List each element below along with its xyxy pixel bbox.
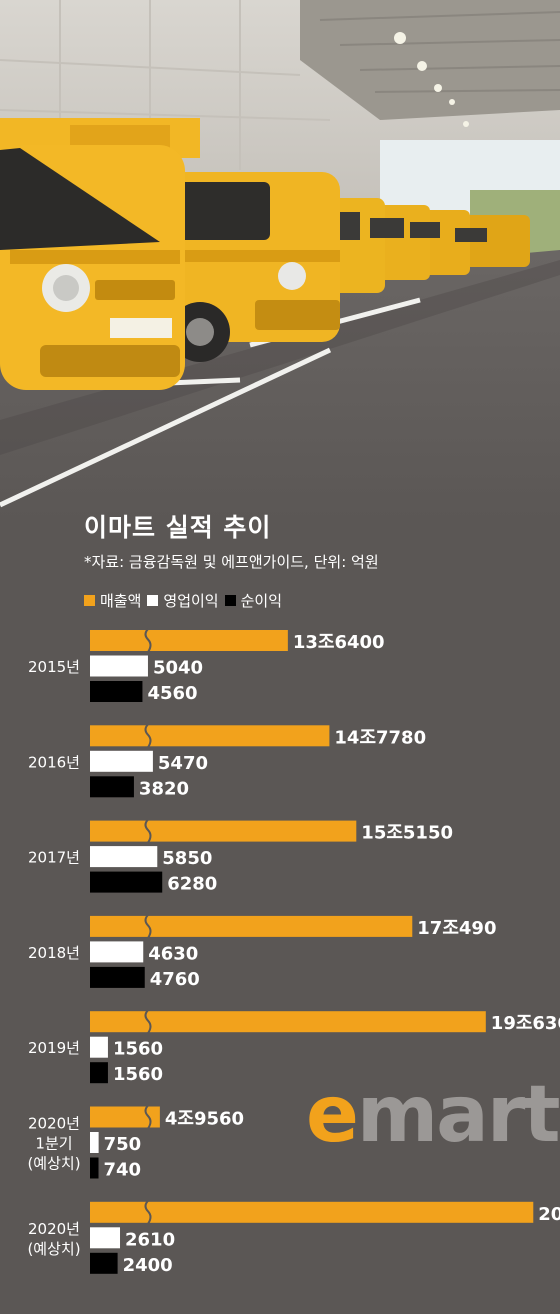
axis-break-mark [144, 818, 152, 844]
bar-net-income [90, 776, 134, 798]
legend-label-net-income: 순이익 [240, 592, 283, 610]
bar-operating-profit [90, 1036, 108, 1058]
bar-net-income [90, 681, 143, 702]
bar-operating-profit [90, 750, 153, 772]
axis-break-mark [144, 628, 152, 653]
legend-item-sales: 매출액 [84, 590, 141, 611]
axis-break-mark [144, 1009, 152, 1034]
emart-logo: emart [306, 1076, 560, 1154]
legend-swatch-sales [84, 595, 95, 606]
legend-item-operating-profit: 영업이익 [147, 590, 219, 611]
axis-break-mark [144, 1200, 152, 1225]
data-label-net-income: 4560 [147, 683, 197, 704]
data-label-net-income: 2400 [123, 1255, 173, 1276]
data-label-sales: 17조490 [417, 918, 496, 939]
legend-swatch-operating-profit [147, 595, 159, 606]
legend: 매출액 영업이익 순이익 [84, 590, 288, 611]
legend-swatch-net-income [224, 595, 236, 606]
bar-operating-profit [90, 846, 158, 868]
chart-title: 이마트 실적 추이 [84, 513, 272, 542]
axis-break-mark [144, 723, 152, 748]
logo-mart: mart [356, 1070, 560, 1160]
bar-operating-profit [90, 655, 148, 677]
data-label-operating-profit: 2610 [125, 1229, 175, 1250]
data-label-net-income: 740 [104, 1160, 142, 1181]
data-label-sales: 15조5150 [361, 823, 453, 844]
legend-item-net-income: 순이익 [224, 590, 283, 611]
category-label: 2017년 [28, 849, 80, 867]
data-label-net-income: 4760 [150, 969, 200, 990]
bar-net-income [90, 966, 145, 988]
data-label-operating-profit: 4630 [148, 943, 198, 964]
axis-break-mark [144, 1104, 152, 1130]
data-label-sales: 14조7780 [334, 727, 426, 748]
data-label-net-income: 6280 [167, 874, 217, 895]
delivery-trucks-photo [0, 0, 560, 520]
bar-operating-profit [90, 1227, 121, 1249]
legend-label-sales: 매출액 [100, 592, 142, 610]
bar-sales [90, 1201, 534, 1223]
bar-sales [90, 1011, 486, 1033]
source-note: *자료: 금융감독원 및 에프앤가이드, 단위: 억원 [84, 553, 379, 571]
bar-operating-profit [90, 1132, 99, 1153]
bar-net-income [90, 1062, 108, 1084]
data-label-net-income: 1560 [113, 1064, 163, 1085]
data-label-sales: 19조630 [491, 1013, 560, 1034]
logo-e: e [306, 1070, 359, 1160]
category-label: (예상치) [27, 1240, 80, 1258]
data-label-operating-profit: 1560 [113, 1039, 163, 1060]
legend-label-operating-profit: 영업이익 [163, 592, 219, 610]
data-label-operating-profit: 5850 [162, 848, 212, 869]
data-label-operating-profit: 750 [104, 1134, 142, 1155]
bar-sales [90, 630, 288, 651]
bar-sales [90, 1106, 160, 1128]
data-label-sales: 20조3640 [538, 1204, 560, 1225]
data-label-operating-profit: 5470 [158, 753, 208, 774]
bar-operating-profit [90, 941, 144, 963]
bar-sales [90, 820, 357, 842]
category-label: 1분기 [35, 1135, 72, 1153]
category-label: 2020년 [28, 1115, 80, 1133]
category-label: 2015년 [28, 658, 80, 676]
bar-net-income [90, 1157, 99, 1179]
category-label: (예상치) [27, 1155, 80, 1173]
data-label-net-income: 3820 [139, 778, 189, 799]
bar-sales [90, 915, 413, 937]
axis-break-mark [144, 914, 152, 939]
data-label-sales: 13조6400 [293, 632, 385, 653]
bar-net-income [90, 1252, 118, 1274]
category-label: 2018년 [28, 944, 80, 962]
category-label: 2020년 [28, 1220, 80, 1238]
bar-net-income [90, 871, 163, 893]
data-label-operating-profit: 5040 [153, 658, 203, 679]
bar-sales [90, 725, 330, 747]
category-label: 2016년 [28, 753, 80, 771]
category-label: 2019년 [28, 1039, 80, 1057]
data-label-sales: 4조9560 [165, 1109, 244, 1130]
